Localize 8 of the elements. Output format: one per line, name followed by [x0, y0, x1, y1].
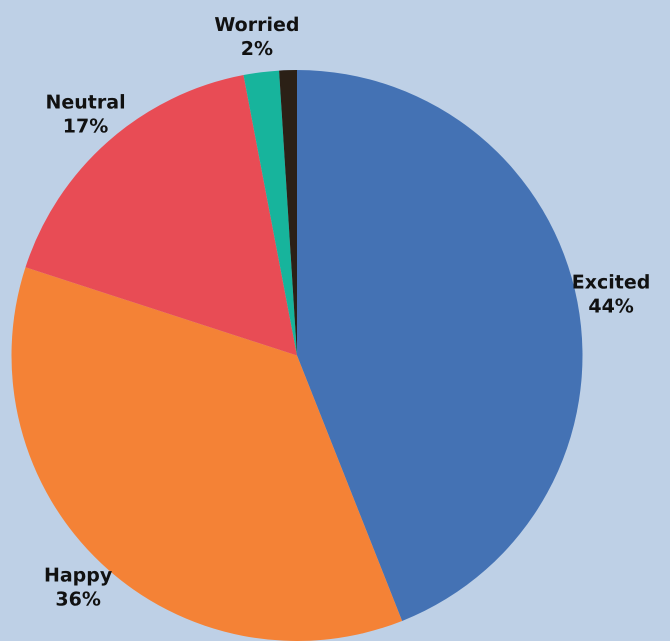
data-label: 44% — [588, 296, 634, 318]
data-label: 17% — [62, 116, 108, 138]
data-label: 36% — [55, 588, 101, 611]
slice-label: Happy — [44, 564, 113, 587]
slice-label: Neutral — [45, 92, 126, 114]
data-label: 2% — [240, 38, 274, 60]
slice-label: Worried — [214, 14, 300, 36]
slice-label: Excited — [572, 272, 650, 294]
